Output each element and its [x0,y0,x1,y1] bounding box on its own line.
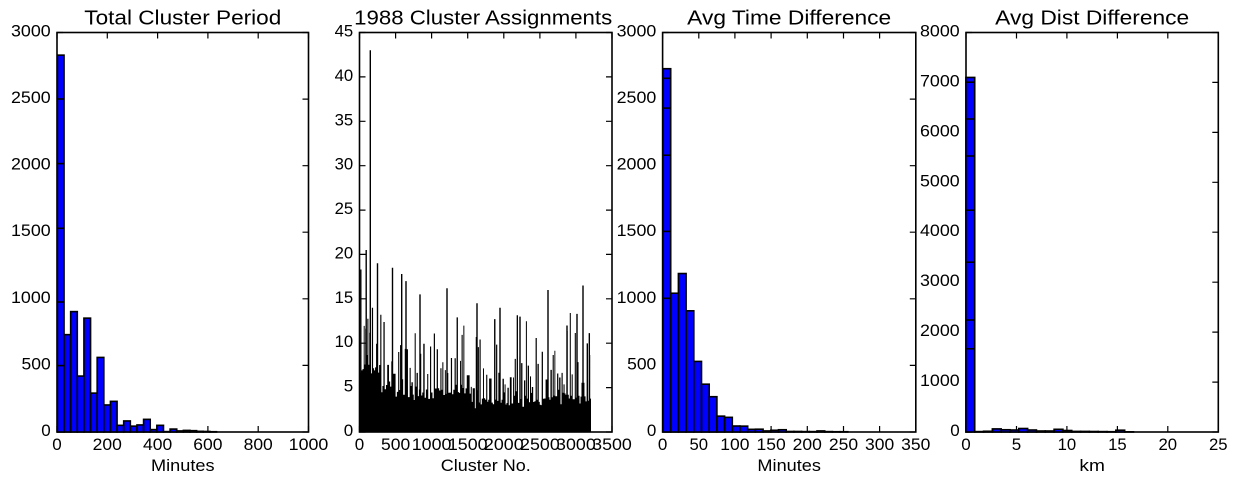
svg-text:35: 35 [335,110,354,129]
svg-text:3000: 3000 [11,22,51,41]
svg-text:1000: 1000 [412,435,452,454]
svg-text:3000: 3000 [617,22,657,41]
svg-text:0: 0 [950,421,959,440]
svg-text:150: 150 [757,435,786,454]
svg-text:0: 0 [355,435,364,454]
svg-text:45: 45 [335,22,354,41]
svg-text:Minutes: Minutes [151,456,215,475]
svg-text:0: 0 [658,435,667,454]
svg-text:0: 0 [41,421,50,440]
svg-text:20: 20 [1159,435,1178,454]
svg-text:20: 20 [335,243,354,262]
svg-text:25: 25 [335,199,354,218]
svg-text:Avg Time Difference: Avg Time Difference [687,8,891,30]
svg-text:1500: 1500 [448,435,488,454]
svg-text:10: 10 [335,332,354,351]
svg-text:0: 0 [647,421,656,440]
svg-text:2500: 2500 [520,435,560,454]
svg-text:500: 500 [627,354,656,373]
svg-text:0: 0 [344,421,353,440]
svg-text:1000: 1000 [11,288,51,307]
svg-text:4000: 4000 [920,221,960,240]
svg-text:1988 Cluster Assignments: 1988 Cluster Assignments [354,8,612,30]
svg-text:2500: 2500 [11,88,51,107]
svg-text:600: 600 [193,435,222,454]
svg-text:15: 15 [1108,435,1127,454]
svg-text:200: 200 [93,435,122,454]
svg-text:5: 5 [344,377,353,396]
svg-text:km: km [1079,456,1105,475]
svg-text:1000: 1000 [617,288,657,307]
svg-text:3500: 3500 [592,435,632,454]
svg-text:0: 0 [961,435,970,454]
svg-text:10: 10 [1058,435,1077,454]
svg-text:800: 800 [244,435,273,454]
svg-text:5000: 5000 [920,171,960,190]
svg-text:3000: 3000 [920,271,960,290]
svg-text:2500: 2500 [617,88,657,107]
svg-text:40: 40 [335,66,354,85]
svg-text:2000: 2000 [484,435,524,454]
svg-text:1000: 1000 [289,435,329,454]
svg-text:50: 50 [690,435,709,454]
svg-text:30: 30 [335,155,354,174]
svg-text:Avg Dist Difference: Avg Dist Difference [995,8,1189,30]
svg-text:500: 500 [381,435,410,454]
svg-text:350: 350 [901,435,930,454]
svg-text:250: 250 [829,435,858,454]
svg-text:500: 500 [22,354,51,373]
svg-text:25: 25 [1209,435,1228,454]
svg-text:1000: 1000 [920,371,960,390]
svg-text:Minutes: Minutes [757,456,821,475]
svg-text:2000: 2000 [11,155,51,174]
svg-text:3000: 3000 [556,435,596,454]
svg-text:100: 100 [720,435,749,454]
svg-text:300: 300 [865,435,894,454]
svg-text:8000: 8000 [920,22,960,41]
svg-text:0: 0 [52,435,61,454]
svg-text:200: 200 [793,435,822,454]
svg-text:6000: 6000 [920,121,960,140]
svg-text:2000: 2000 [617,155,657,174]
svg-text:1500: 1500 [11,221,51,240]
svg-text:2000: 2000 [920,321,960,340]
svg-text:Cluster No.: Cluster No. [441,456,531,475]
svg-text:1500: 1500 [617,221,657,240]
svg-text:Total Cluster Period: Total Cluster Period [84,8,281,30]
svg-text:7000: 7000 [920,71,960,90]
svg-text:400: 400 [143,435,172,454]
svg-text:5: 5 [1012,435,1021,454]
svg-text:15: 15 [335,288,354,307]
